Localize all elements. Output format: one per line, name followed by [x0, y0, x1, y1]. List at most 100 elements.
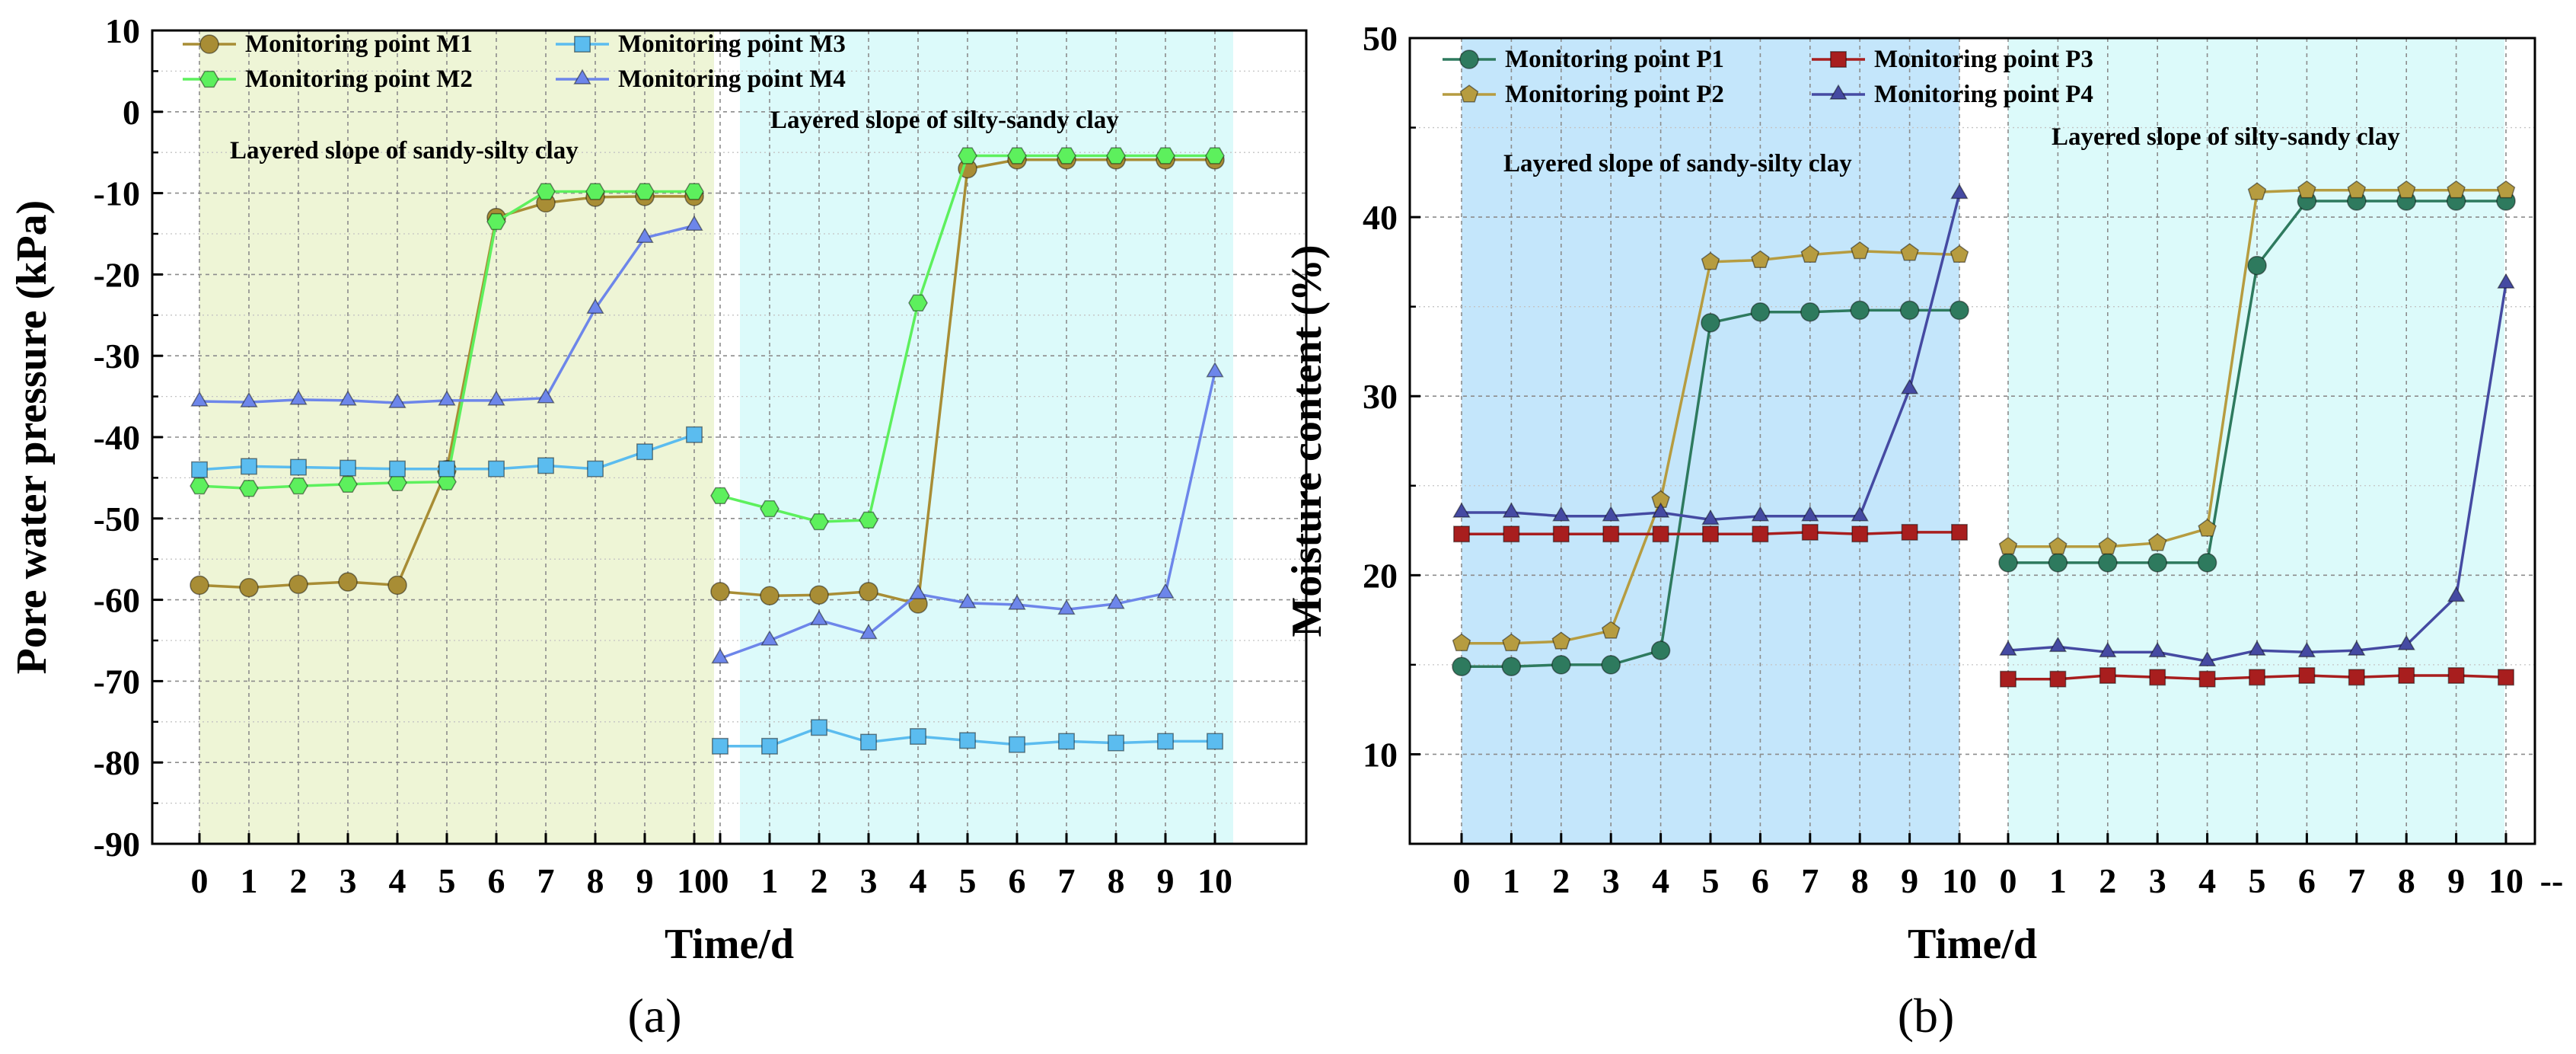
y-tick-label: 40: [1363, 198, 1398, 237]
legend-marker: [1830, 51, 1847, 68]
y-tick-label: 10: [1363, 735, 1398, 774]
data-point: [2249, 669, 2265, 686]
data-point: [710, 582, 730, 602]
region-label: Layered slope of sandy-silty clay: [230, 137, 579, 164]
x-tick-label: 4: [1652, 861, 1669, 900]
legend-entry: Monitoring point P2: [1505, 81, 1724, 108]
data-point: [1701, 313, 1720, 333]
data-point: [1502, 633, 1521, 652]
x-tick-label: 7: [1058, 861, 1076, 900]
data-point: [2297, 180, 2316, 199]
data-point: [685, 215, 703, 232]
data-point: [289, 574, 308, 595]
data-point: [289, 477, 308, 495]
region-label: Layered slope of silty-sandy clay: [770, 107, 1119, 134]
data-point: [1850, 300, 1870, 321]
y-tick-label: 0: [123, 93, 140, 132]
data-point: [1801, 523, 1819, 541]
panel-label: (a): [627, 989, 681, 1043]
data-point: [1107, 593, 1125, 609]
data-point: [190, 575, 209, 596]
data-point: [761, 737, 778, 755]
data-point: [2348, 669, 2365, 686]
data-point: [1900, 378, 1919, 394]
data-point: [340, 459, 356, 477]
data-point: [389, 460, 406, 477]
data-point: [1998, 536, 2018, 555]
data-point: [958, 147, 977, 164]
data-point: [809, 513, 829, 531]
data-point: [438, 460, 455, 477]
data-point: [2447, 667, 2465, 684]
data-point: [190, 477, 209, 495]
y-tick-label: -60: [94, 581, 140, 620]
data-point: [1998, 553, 2018, 573]
legend-marker: [199, 34, 219, 54]
data-point: [710, 487, 730, 505]
region-label: Layered slope of sandy-silty clay: [1503, 150, 1852, 177]
data-point: [859, 624, 878, 640]
x-tick-label: 1: [241, 861, 258, 900]
data-point: [239, 480, 259, 497]
legend-marker: [573, 69, 591, 85]
x-tick-label: 3: [1602, 861, 1620, 900]
x-tick-label: 5: [2249, 861, 2266, 900]
x-tick-label: 9: [1901, 861, 1918, 900]
data-point: [760, 500, 779, 518]
data-point: [1751, 506, 1770, 522]
data-point: [1453, 525, 1470, 543]
legend-marker: [199, 70, 219, 88]
y-tick-label: 20: [1363, 556, 1398, 595]
legend-entry: Monitoring point P1: [1505, 46, 1724, 73]
data-point: [1801, 506, 1819, 522]
data-point: [1950, 244, 1969, 263]
data-point: [909, 583, 927, 599]
legend-entry: Monitoring point P4: [1874, 81, 2093, 108]
data-point: [1452, 633, 1471, 652]
x-tick-label: 8: [1108, 861, 1125, 900]
data-point: [1752, 525, 1769, 543]
data-point: [2098, 536, 2118, 555]
series-monitoring-point-m4: [190, 215, 1224, 664]
data-point: [1650, 640, 1671, 660]
data-point: [1206, 362, 1224, 378]
data-point: [2149, 669, 2166, 686]
data-point: [1701, 251, 1720, 270]
data-point: [2198, 650, 2217, 666]
data-point: [760, 630, 779, 646]
series-monitoring-point-m3: [191, 426, 1223, 755]
data-point: [388, 392, 406, 408]
x-tick-label: 6: [1752, 861, 1769, 900]
data-point: [1157, 733, 1174, 750]
legend: Monitoring point M1 Monitoring point M2 Mo…: [183, 30, 846, 93]
data-point: [2048, 636, 2067, 653]
data-point: [2000, 670, 2016, 688]
data-point: [1106, 147, 1126, 164]
data-point: [2147, 553, 2167, 573]
data-point: [1452, 656, 1471, 676]
data-point: [537, 388, 555, 404]
y-tick-label: -10: [94, 174, 140, 213]
x-tick-label: 10: [677, 861, 712, 900]
data-point: [2099, 641, 2117, 658]
data-point: [1205, 147, 1225, 164]
data-point: [2498, 669, 2514, 686]
data-point: [1503, 525, 1520, 543]
data-point: [908, 294, 928, 311]
data-point: [1750, 302, 1771, 322]
y-tick-label: 30: [1363, 377, 1398, 416]
legend-marker: [574, 36, 591, 53]
y-tick-label: -50: [94, 500, 140, 538]
data-point: [760, 586, 779, 606]
data-point: [959, 732, 976, 749]
y-tick-label: -40: [94, 418, 140, 457]
data-point: [190, 391, 209, 407]
data-point: [1851, 525, 1869, 543]
data-point: [1602, 506, 1620, 522]
legend-entry: Monitoring point M2: [245, 65, 473, 93]
x-axis-title: Time/d: [1908, 921, 2037, 968]
data-point: [2398, 667, 2415, 684]
data-point: [1008, 594, 1026, 610]
data-point: [811, 719, 827, 736]
data-point: [1950, 300, 1969, 321]
